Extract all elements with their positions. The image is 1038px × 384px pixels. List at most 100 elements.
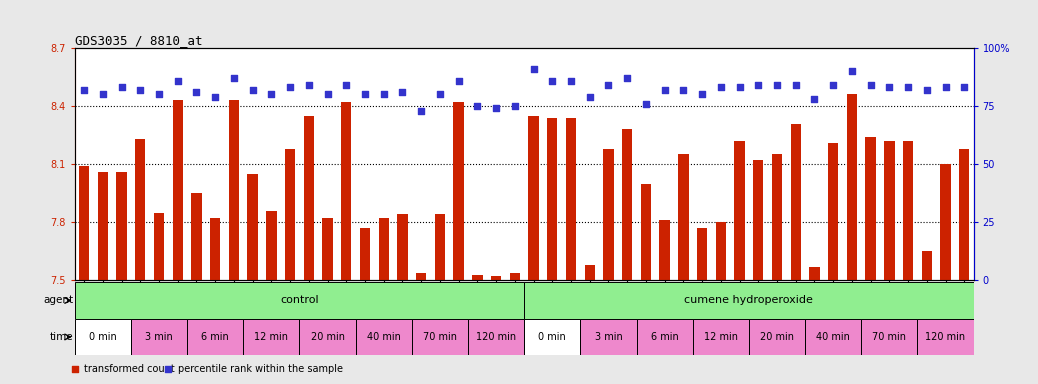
Bar [584,265,595,280]
Point [376,91,392,98]
Bar [696,228,707,280]
Bar [131,319,187,355]
Point [263,91,279,98]
Bar [918,319,974,355]
Bar [154,213,164,280]
Bar [491,276,501,280]
Point [581,94,598,100]
Text: 20 min: 20 min [310,332,345,342]
Bar [468,319,524,355]
Point [488,105,504,111]
Point [769,82,786,88]
Bar [735,141,744,280]
Point [525,66,542,72]
Bar [754,160,763,280]
Point [432,91,448,98]
Point [450,78,467,84]
Text: 3 min: 3 min [145,332,173,342]
Point [160,366,176,372]
Point [338,82,355,88]
Bar [884,141,895,280]
Point [863,82,879,88]
Text: time: time [50,332,74,342]
Text: 70 min: 70 min [422,332,457,342]
Bar [79,166,89,280]
Text: 6 min: 6 min [201,332,229,342]
Bar [524,319,580,355]
Point [750,82,767,88]
Point [825,82,842,88]
Point [66,366,83,372]
Bar [866,137,876,280]
Point [956,84,973,91]
Point [357,91,374,98]
Bar [247,174,257,280]
Text: 12 min: 12 min [254,332,289,342]
Bar [640,184,651,280]
Bar [416,273,427,280]
Text: 3 min: 3 min [595,332,623,342]
Bar [398,215,408,280]
Bar [636,319,692,355]
Bar [191,193,201,280]
Point [225,75,242,81]
Point [151,91,167,98]
Point [132,87,148,93]
Point [919,87,935,93]
Bar [828,143,839,280]
Text: cumene hydroperoxide: cumene hydroperoxide [684,295,814,306]
Point [712,84,729,91]
Point [507,103,523,109]
Point [413,108,430,114]
Bar [528,116,539,280]
Point [656,87,673,93]
Bar [566,118,576,280]
Bar [772,154,783,280]
Bar [412,319,468,355]
Point [94,91,111,98]
Bar [547,118,557,280]
Text: 40 min: 40 min [816,332,850,342]
Bar [172,100,183,280]
Text: 120 min: 120 min [476,332,516,342]
Point [207,94,223,100]
Point [563,78,579,84]
Text: agent: agent [44,295,74,306]
Bar [715,222,726,280]
Bar [323,218,333,280]
Bar [748,319,805,355]
Point [394,89,411,95]
Point [788,82,804,88]
Bar [678,154,688,280]
Bar [342,102,352,280]
Bar [135,139,145,280]
Bar [810,267,820,280]
Point [469,103,486,109]
Bar [379,218,389,280]
Bar [510,273,520,280]
Bar [603,149,613,280]
Bar [299,319,356,355]
Bar [524,282,974,319]
Bar [228,100,239,280]
Bar [243,319,299,355]
Text: 120 min: 120 min [926,332,965,342]
Bar [580,319,636,355]
Point [320,91,336,98]
Bar [940,164,951,280]
Bar [210,218,220,280]
Bar [116,172,127,280]
Point [619,75,635,81]
Point [244,87,261,93]
Text: 40 min: 40 min [366,332,401,342]
Bar [187,319,243,355]
Point [675,87,691,93]
Text: 70 min: 70 min [872,332,906,342]
Text: control: control [280,295,319,306]
Point [169,78,186,84]
Bar [98,172,108,280]
Point [600,82,617,88]
Bar [847,94,857,280]
Text: transformed count: transformed count [84,364,174,374]
Bar [266,210,276,280]
